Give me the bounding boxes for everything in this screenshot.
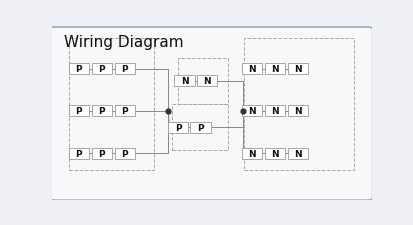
Text: P: P <box>76 107 82 115</box>
Text: P: P <box>99 107 105 115</box>
FancyBboxPatch shape <box>69 148 89 159</box>
FancyBboxPatch shape <box>265 148 285 159</box>
Text: Wiring Diagram: Wiring Diagram <box>64 35 184 50</box>
Text: N: N <box>294 149 301 158</box>
Text: N: N <box>294 107 301 115</box>
FancyBboxPatch shape <box>197 76 217 87</box>
FancyBboxPatch shape <box>92 148 112 159</box>
Text: N: N <box>294 65 301 74</box>
Text: N: N <box>248 149 256 158</box>
Text: P: P <box>121 107 128 115</box>
FancyBboxPatch shape <box>174 76 195 87</box>
Text: N: N <box>248 107 256 115</box>
Text: N: N <box>203 77 211 86</box>
Text: P: P <box>76 149 82 158</box>
FancyBboxPatch shape <box>69 64 89 75</box>
Bar <box>69 39 154 170</box>
FancyBboxPatch shape <box>115 64 135 75</box>
FancyBboxPatch shape <box>265 64 285 75</box>
Text: P: P <box>121 149 128 158</box>
Text: N: N <box>248 65 256 74</box>
FancyBboxPatch shape <box>242 106 262 117</box>
FancyBboxPatch shape <box>115 106 135 117</box>
FancyBboxPatch shape <box>242 148 262 159</box>
FancyBboxPatch shape <box>288 64 308 75</box>
Bar <box>178 59 228 104</box>
FancyBboxPatch shape <box>288 106 308 117</box>
Bar <box>244 39 354 170</box>
FancyBboxPatch shape <box>265 106 285 117</box>
FancyBboxPatch shape <box>69 106 89 117</box>
FancyBboxPatch shape <box>190 122 211 133</box>
Text: P: P <box>99 149 105 158</box>
FancyBboxPatch shape <box>92 64 112 75</box>
FancyBboxPatch shape <box>50 28 373 200</box>
Text: P: P <box>175 123 181 132</box>
Text: P: P <box>76 65 82 74</box>
Text: P: P <box>197 123 204 132</box>
FancyBboxPatch shape <box>242 64 262 75</box>
FancyBboxPatch shape <box>92 106 112 117</box>
Text: P: P <box>121 65 128 74</box>
FancyBboxPatch shape <box>115 148 135 159</box>
Text: P: P <box>99 65 105 74</box>
FancyBboxPatch shape <box>288 148 308 159</box>
Text: N: N <box>180 77 188 86</box>
FancyBboxPatch shape <box>168 122 188 133</box>
Text: N: N <box>271 65 278 74</box>
Bar <box>172 105 228 150</box>
Text: N: N <box>271 107 278 115</box>
Text: N: N <box>271 149 278 158</box>
